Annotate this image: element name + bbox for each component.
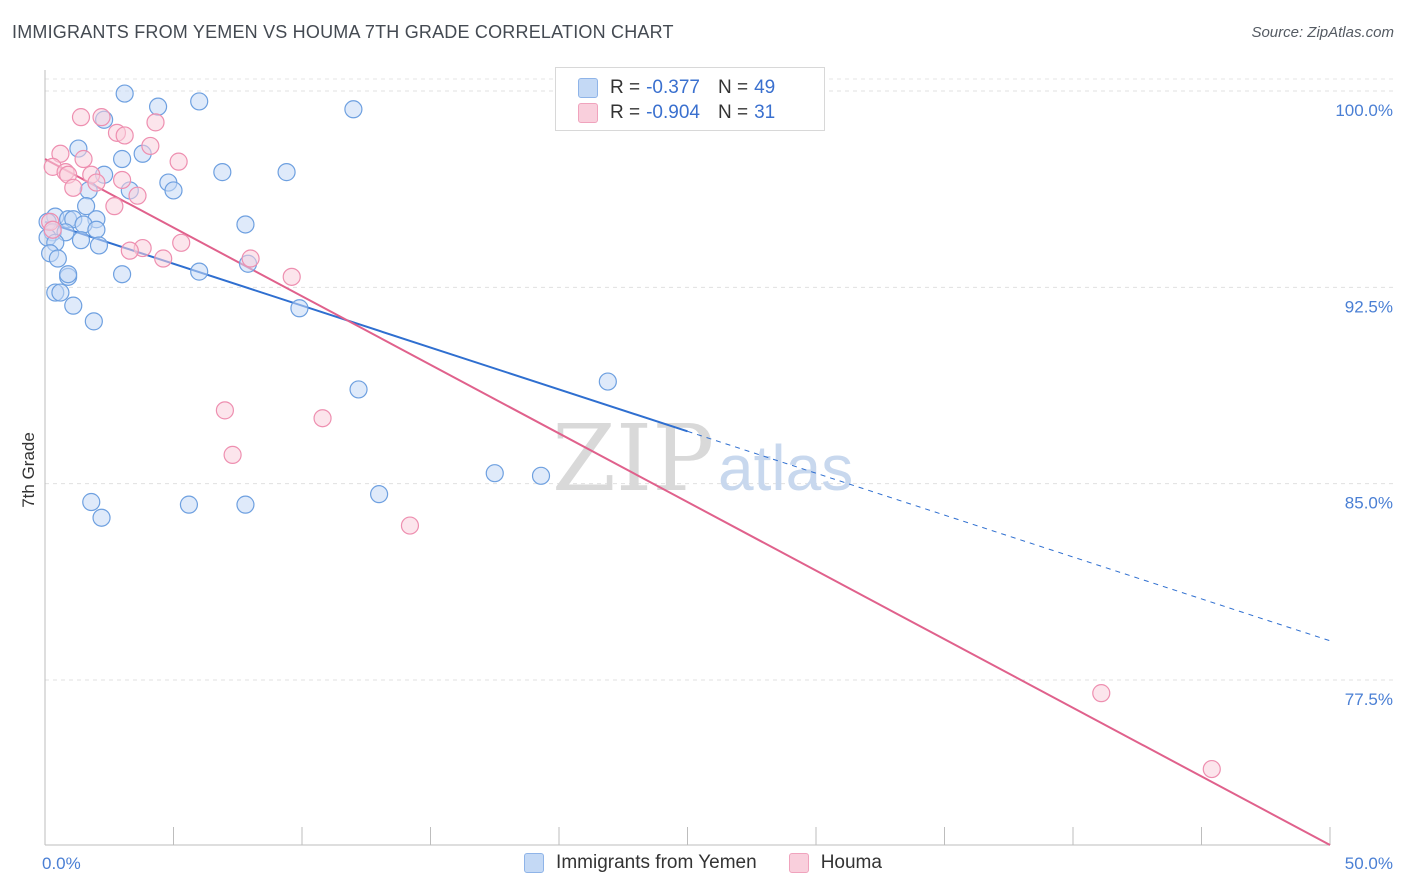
point-houma <box>1092 684 1111 703</box>
tick-labels: 100.0% 92.5% 85.0% 77.5% 0.0% 50.0% <box>42 101 1393 873</box>
point-yemen <box>164 181 183 200</box>
r-label: R = <box>610 77 641 98</box>
legend-swatch-houma <box>788 853 809 873</box>
x-tick-label: 50.0% <box>1345 854 1393 873</box>
data-points <box>38 84 1221 779</box>
trendline <box>44 220 688 433</box>
point-yemen <box>179 495 199 514</box>
point-yemen <box>112 149 132 169</box>
y-tick-label: 100.0% <box>1335 101 1393 120</box>
point-yemen <box>531 466 551 485</box>
point-yemen <box>71 231 91 250</box>
point-yemen <box>87 220 106 239</box>
point-houma <box>282 267 301 286</box>
point-yemen <box>148 97 168 116</box>
source-label: Source: ZipAtlas.com <box>1251 24 1394 41</box>
point-yemen <box>236 495 255 514</box>
point-houma <box>241 249 260 268</box>
point-houma <box>313 409 332 428</box>
point-yemen <box>190 92 209 111</box>
point-houma <box>1202 759 1221 779</box>
axes <box>44 70 1331 846</box>
point-houma <box>223 445 242 464</box>
point-houma <box>112 170 132 190</box>
point-yemen <box>485 464 504 483</box>
point-yemen <box>112 265 132 284</box>
point-houma <box>215 401 234 420</box>
point-houma <box>74 149 93 169</box>
r-value-yemen: -0.377 <box>646 77 700 98</box>
trendlines <box>44 158 1331 846</box>
watermark-atlas: atlas <box>718 432 853 504</box>
point-houma <box>154 249 173 268</box>
y-axis-label: 7th Grade <box>19 432 38 508</box>
r-label: R = <box>610 102 641 123</box>
point-houma <box>400 516 420 535</box>
legend-item-houma[interactable]: Houma <box>788 852 882 874</box>
trendline <box>44 158 1331 846</box>
watermark-zip: ZIP <box>552 405 714 512</box>
point-houma <box>105 197 124 216</box>
point-houma <box>172 233 191 252</box>
point-yemen <box>89 236 109 255</box>
n-value-houma: 31 <box>754 102 776 123</box>
point-houma <box>115 126 134 145</box>
point-yemen <box>64 296 83 315</box>
n-label: N = <box>717 102 749 123</box>
point-yemen <box>598 372 617 391</box>
point-houma <box>120 241 139 260</box>
n-value-yemen: 49 <box>754 77 776 98</box>
point-yemen <box>82 492 101 512</box>
point-yemen <box>277 163 296 182</box>
point-houma <box>64 178 83 197</box>
point-yemen <box>48 249 67 268</box>
gridlines <box>45 78 1393 681</box>
point-houma <box>92 108 111 127</box>
point-houma <box>87 173 106 192</box>
stats-box: R = -0.377 N = 49 R = -0.904 N = 31 <box>555 67 825 131</box>
n-label: N = <box>717 77 749 98</box>
y-tick-label: 92.5% <box>1345 297 1393 316</box>
chart-title: IMMIGRANTS FROM YEMEN VS HOUMA 7TH GRADE… <box>12 22 674 42</box>
point-houma <box>128 186 147 205</box>
point-yemen <box>115 84 134 103</box>
point-yemen <box>236 215 255 234</box>
watermark: ZIP atlas <box>552 405 853 512</box>
y-tick-label: 77.5% <box>1345 690 1393 709</box>
trendline-extension <box>687 430 1331 642</box>
point-yemen <box>77 197 96 216</box>
point-houma <box>141 136 160 156</box>
legend-item-yemen[interactable]: Immigrants from Yemen <box>524 852 757 874</box>
yemen-swatch <box>578 78 598 98</box>
legend-swatch-yemen <box>524 853 545 873</box>
legend-label-yemen: Immigrants from Yemen <box>556 852 757 873</box>
point-yemen <box>213 163 232 182</box>
legend: Immigrants from Yemen Houma <box>0 852 1406 874</box>
point-yemen <box>84 312 103 331</box>
legend-label-houma: Houma <box>820 852 882 873</box>
point-houma <box>146 113 165 132</box>
x-tick-label: 0.0% <box>42 854 81 873</box>
houma-swatch <box>578 103 598 123</box>
point-houma <box>43 220 62 239</box>
point-yemen <box>190 262 209 281</box>
point-houma <box>169 152 188 171</box>
point-yemen <box>349 380 368 399</box>
stats-row-yemen: R = -0.377 N = 49 <box>578 75 775 101</box>
point-houma <box>71 108 91 127</box>
point-yemen <box>51 283 70 302</box>
point-yemen <box>59 265 78 284</box>
point-yemen <box>370 485 389 504</box>
point-yemen <box>92 508 111 527</box>
y-tick-label: 85.0% <box>1345 494 1393 513</box>
stats-row-houma: R = -0.904 N = 31 <box>578 100 775 126</box>
r-value-houma: -0.904 <box>646 102 700 123</box>
point-yemen <box>290 299 309 318</box>
point-yemen <box>344 100 363 119</box>
